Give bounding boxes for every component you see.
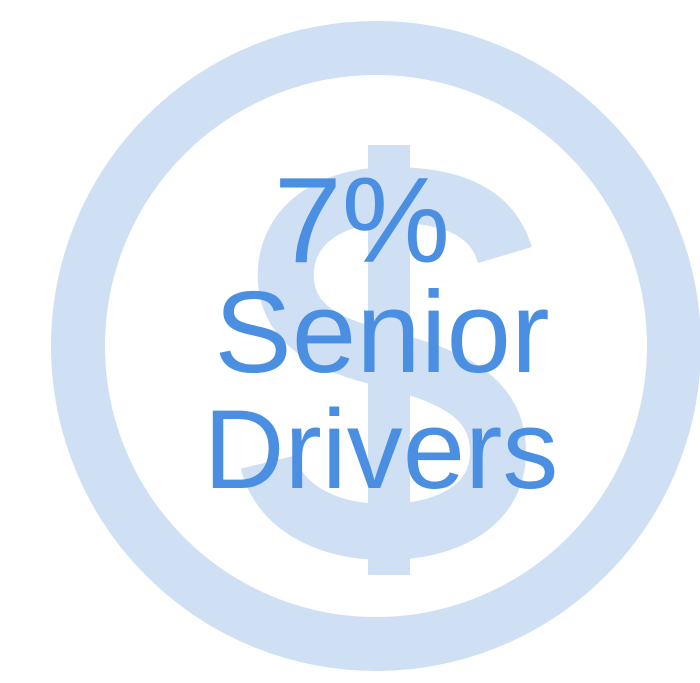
ring bbox=[51, 21, 700, 671]
dollar-curve bbox=[240, 166, 532, 561]
stat: 7% bbox=[274, 152, 450, 288]
headline-line: Senior bbox=[214, 267, 549, 397]
headline-line: Drivers bbox=[204, 387, 559, 512]
